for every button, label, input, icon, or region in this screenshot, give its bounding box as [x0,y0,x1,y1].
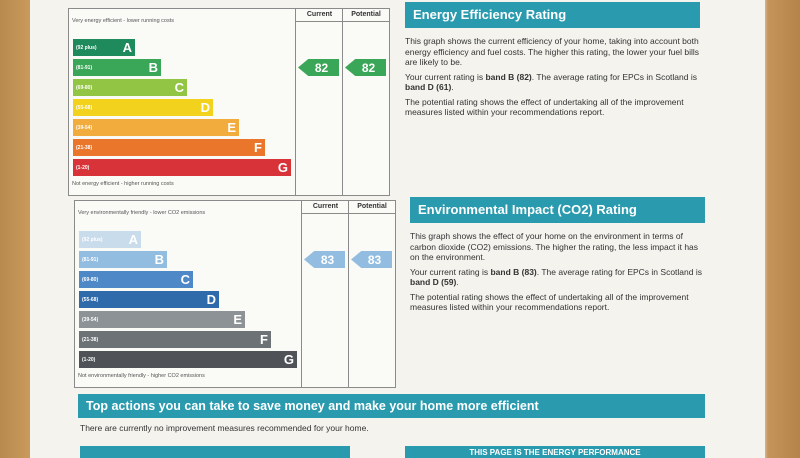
band-letter: F [254,140,262,155]
rating-band: (92 plus) A [73,39,135,56]
rating-band: (1-20) G [73,159,291,176]
column-header: Potential [343,9,389,22]
band-range: (39-54) [82,316,99,323]
text: band B (83) [490,266,537,277]
band-range: (1-20) [82,356,96,363]
rating-band: (69-80) C [73,79,187,96]
band-letter: A [128,232,138,247]
band-range: (39-54) [76,124,93,131]
energy-text: Energy Efficiency Rating This graph show… [405,2,700,122]
paragraph: This graph shows the current efficiency … [405,36,700,67]
band-range: (92 plus) [76,44,97,51]
bottom-note: Not energy efficient - higher running co… [72,181,174,187]
text: band D (59) [410,277,457,287]
text: Your current rating is [410,266,491,277]
text: band B (82) [485,71,532,82]
rating-band: (81-91) B [73,59,161,76]
rating-band: (92 plus) A [79,231,141,248]
footer-box-left [80,446,350,458]
band-letter: B [148,60,158,75]
paragraph: The potential rating shows the effect of… [410,291,689,313]
band-range: (21-38) [82,336,99,343]
current-column: Current 82 [295,9,343,195]
potential-arrow: 82 [345,59,386,76]
top-note: Very energy efficient - lower running co… [72,18,175,24]
text: Your current rating is [405,71,486,82]
rating-band: (1-20) G [79,351,297,368]
band-letter: A [122,40,132,55]
text: . The average rating for EPCs in Scotlan… [536,266,702,277]
paragraph: This graph shows the effect of your home… [410,231,699,262]
rating-band: (21-38) F [79,331,271,348]
rating-band: (39-54) E [79,311,245,328]
band-letter: E [233,312,242,327]
text: band D (61) [405,82,452,92]
band-letter: G [277,160,288,175]
rating-band: (55-68) D [73,99,213,116]
actions-note: There are currently no improvement measu… [80,423,369,433]
potential-column: Potential 83 [348,201,395,387]
band-letter: B [154,252,164,267]
paragraph: Your current rating is band B (82). The … [405,72,700,93]
band-letter: D [200,100,210,115]
actions-banner: Top actions you can take to save money a… [78,394,705,418]
current-column: Current 83 [301,201,349,387]
band-range: (55-68) [76,104,93,111]
environment-text: Environmental Impact (CO2) Rating This g… [410,197,705,317]
rating-band: (69-80) C [79,271,193,288]
energy-chart: Very energy efficient - lower running co… [68,8,390,196]
current-arrow: 83 [304,251,345,268]
column-header: Current [302,201,349,214]
bottom-note: Not environmentally friendly - higher CO… [78,373,205,379]
band-letter: C [180,272,190,287]
band-letter: F [260,332,268,347]
band-range: (69-80) [82,276,99,283]
top-note: Very environmentally friendly - lower CO… [78,210,206,216]
potential-column: Potential 82 [342,9,389,195]
rating-band: (21-38) F [73,139,265,156]
band-range: (81-91) [76,64,93,71]
band-range: (55-68) [82,296,99,303]
current-arrow: 82 [298,59,339,76]
paragraph: Your current rating is band B (83). The … [410,267,705,288]
band-range: (1-20) [76,164,90,171]
text: . The average rating for EPCs in Scotlan… [531,71,697,82]
environment-chart: Very environmentally friendly - lower CO… [74,200,396,388]
text: . [451,82,454,92]
band-range: (21-38) [76,144,93,151]
band-range: (92 plus) [82,236,103,243]
text: . [456,277,459,287]
rating-band: (81-91) B [79,251,167,268]
footer-box: THIS PAGE IS THE ENERGY PERFORMANCE [405,446,705,458]
column-header: Current [296,9,343,22]
rating-band: (39-54) E [73,119,239,136]
band-range: (81-91) [82,256,99,263]
band-letter: E [227,120,236,135]
heading: Energy Efficiency Rating [405,2,700,28]
rating-band: (55-68) D [79,291,219,308]
paragraph: The potential rating shows the effect of… [405,96,684,118]
band-letter: D [206,292,216,307]
band-letter: G [283,352,294,367]
heading: Environmental Impact (CO2) Rating [410,197,705,223]
potential-arrow: 83 [351,251,392,268]
column-header: Potential [349,201,395,214]
band-letter: C [174,80,184,95]
band-range: (69-80) [76,84,93,91]
